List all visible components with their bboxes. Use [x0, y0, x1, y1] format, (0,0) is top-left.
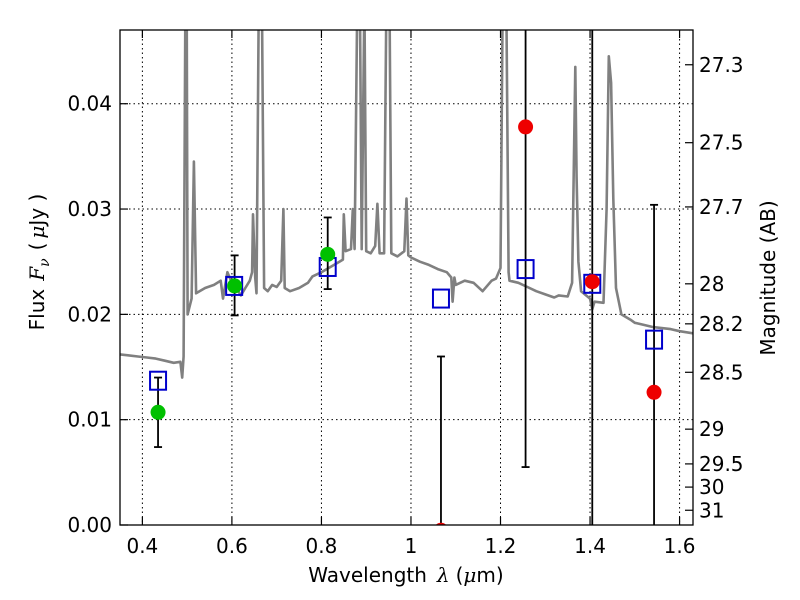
x-axis: 0.4 0.6 0.8 1 1.2 1.4 1.6	[126, 30, 695, 558]
detection-point	[320, 246, 336, 262]
nir-point	[518, 119, 534, 135]
x-tick-label: 1.2	[485, 534, 517, 558]
y-tick-label: 0.03	[67, 197, 112, 221]
y-tick-label: 0.01	[67, 408, 112, 432]
model-flux-square	[431, 288, 450, 309]
magnitude-tick-label: 29	[699, 417, 724, 441]
magnitude-tick-label: 27.3	[699, 53, 744, 77]
y-tick-label: 0.04	[67, 92, 112, 116]
detection-point	[150, 404, 166, 420]
x-tick-label: 1.6	[664, 534, 696, 558]
magnitude-tick-label: 30	[699, 475, 724, 499]
plot-frame	[119, 29, 694, 526]
x-tick-label: 0.8	[306, 534, 338, 558]
x-tick-label: 1.4	[574, 534, 606, 558]
grid	[120, 30, 693, 526]
magnitude-tick-label: 31	[699, 498, 724, 522]
plot-area	[120, 30, 693, 525]
model-flux-square	[645, 329, 664, 350]
nir-point	[646, 384, 662, 400]
magnitude-tick-label: 28	[699, 272, 724, 296]
model-flux-square	[516, 259, 535, 280]
magnitude-tick-label: 29.5	[699, 452, 744, 476]
y-tick-label: 0.00	[67, 513, 112, 537]
magnitude-tick-label: 27.7	[699, 195, 744, 219]
x-axis-title: Wavelength λ (μm)	[308, 563, 503, 587]
y-tick-label: 0.02	[67, 302, 112, 326]
y-axis-title: FluxFν(μJy )	[25, 194, 53, 331]
nir-point	[584, 274, 600, 290]
model-flux-square	[149, 370, 168, 391]
magnitude-tick-label: 28.5	[699, 360, 744, 384]
x-tick-label: 0.6	[216, 534, 248, 558]
x-tick-label: 1	[405, 534, 418, 558]
model-flux-square	[225, 275, 244, 296]
magnitude-axis-title: Magnitude (AB)	[756, 200, 780, 355]
detection-point	[227, 278, 243, 294]
magnitude-tick-label: 27.5	[699, 131, 744, 155]
y-axis: 0.00 0.01 0.02 0.03 0.04	[67, 92, 128, 537]
x-tick-label: 0.4	[126, 534, 158, 558]
magnitude-tick-label: 28.2	[699, 312, 744, 336]
